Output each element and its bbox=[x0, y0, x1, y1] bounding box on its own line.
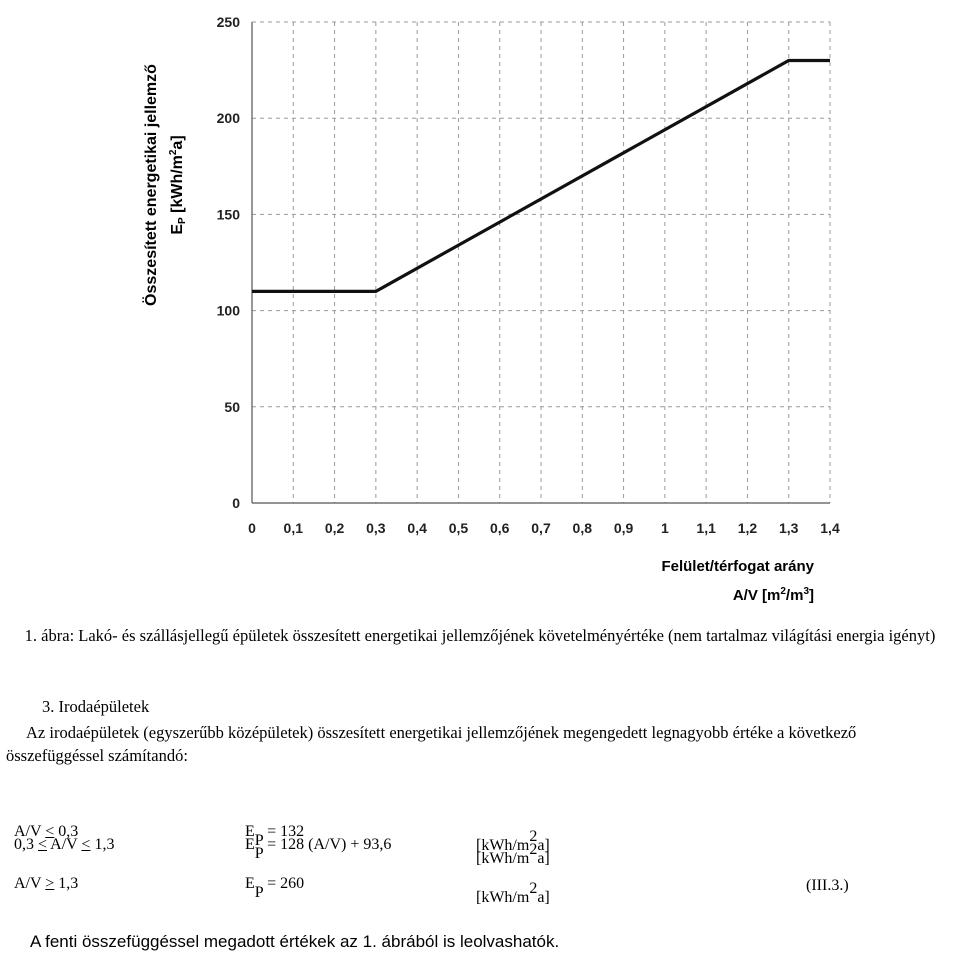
x-tick-label: 0,6 bbox=[490, 520, 510, 536]
y-tick-label: 200 bbox=[217, 110, 241, 126]
x-tick-label: 0,5 bbox=[449, 520, 469, 536]
x-tick-label: 1,3 bbox=[779, 520, 799, 536]
y-tick-label: 250 bbox=[217, 14, 241, 30]
formula-unit: [kWh/m2a] bbox=[476, 828, 550, 854]
formula-unit: [kWh/m2a] bbox=[476, 841, 550, 867]
formula-expression: EP = 132 bbox=[245, 823, 305, 849]
x-tick-label: 1,1 bbox=[696, 520, 716, 536]
section-title: 3. Irodaépületek bbox=[42, 697, 150, 716]
formula-expression: EP = 260 bbox=[245, 875, 305, 901]
formula-condition: 0,3 < A/V < 1,3 bbox=[14, 836, 115, 853]
chart-grid bbox=[252, 21, 831, 503]
x-tick-label: 0,1 bbox=[284, 520, 304, 536]
formula-row: A/V > 1,3 EP = 260 [kWh/m2a] (III.3.) bbox=[0, 875, 960, 931]
x-tick-labels: 0 0,1 0,2 0,3 0,4 0,5 0,6 0,7 0,8 0,9 1 1,1 1,2 1,3 1,… bbox=[248, 520, 840, 536]
formula-condition: A/V > 1,3 bbox=[14, 875, 79, 892]
x-tick-label: 0,8 bbox=[573, 520, 593, 536]
x-tick-label: 0,4 bbox=[407, 520, 427, 536]
x-tick-label: 1 bbox=[661, 520, 669, 536]
y-axis-label: Összesített energetikai jellemző EP [kWh… bbox=[141, 64, 188, 306]
body-paragraph: Az irodaépületek (egyszerűbb középületek… bbox=[6, 723, 857, 765]
energy-requirement-chart: 0 0,1 0,2 0,3 0,4 0,5 0,6 0,7 0,8 0,9 1 1,1 1,2 1,3 1,… bbox=[141, 14, 840, 604]
x-tick-label: 1,2 bbox=[738, 520, 758, 536]
chart-axes bbox=[251, 22, 830, 504]
x-axis-label-line1: Felület/térfogat arány bbox=[661, 558, 814, 575]
formula-unit: [kWh/m2a] bbox=[476, 880, 550, 906]
y-axis-label-line1: Összesített energetikai jellemző bbox=[141, 64, 160, 306]
x-tick-label: 1,4 bbox=[820, 520, 840, 536]
x-tick-label: 0,3 bbox=[366, 520, 386, 536]
requirement-line bbox=[252, 58, 830, 293]
x-tick-label: 0,9 bbox=[614, 520, 634, 536]
x-tick-label: 0,2 bbox=[325, 520, 345, 536]
y-tick-label: 0 bbox=[232, 495, 240, 511]
y-tick-label: 100 bbox=[217, 303, 241, 319]
figure-caption: 1. ábra: Lakó- és szállásjellegű épülete… bbox=[24, 626, 936, 645]
x-tick-label: 0 bbox=[248, 520, 256, 536]
y-tick-label: 50 bbox=[224, 399, 240, 415]
x-tick-label: 0,7 bbox=[531, 520, 551, 536]
chart-series bbox=[252, 58, 830, 293]
formula-condition: A/V < 0,3 bbox=[14, 823, 79, 840]
x-axis-label-line2: A/V [m2/m3] bbox=[733, 586, 814, 604]
y-tick-label: 150 bbox=[217, 206, 241, 222]
formula-reference: (III.3.) bbox=[806, 877, 849, 894]
formula-row: 0,3 < A/V < 1,3 EP = 128 (A/V) + 93,6 [k… bbox=[0, 836, 960, 892]
formula-expression: EP = 128 (A/V) + 93,6 bbox=[245, 836, 392, 862]
y-tick-labels: 0 50 100 150 200 250 bbox=[217, 14, 241, 511]
formula-row: A/V < 0,3 EP = 132 [kWh/m2a] bbox=[0, 823, 960, 879]
final-note: A fenti összefüggéssel megadott értékek … bbox=[30, 932, 560, 951]
y-axis-label-line2: EP [kWh/m2a] bbox=[168, 135, 188, 234]
